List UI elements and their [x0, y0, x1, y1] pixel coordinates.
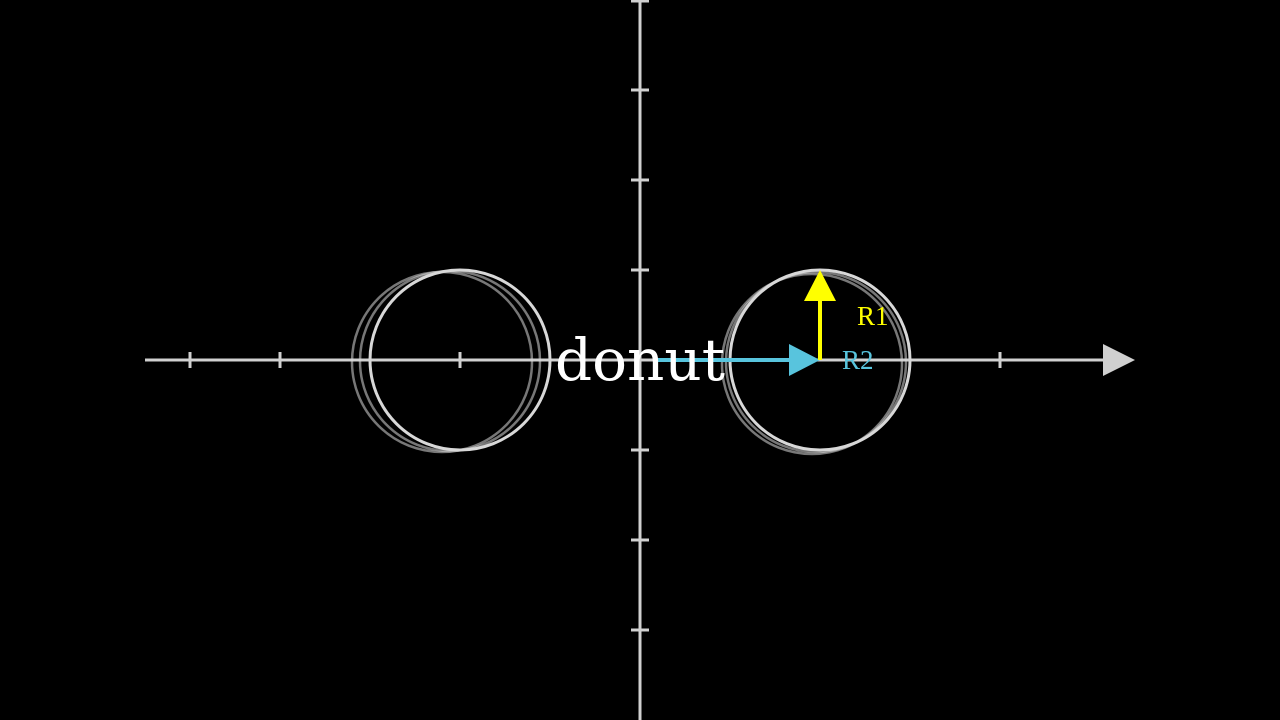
r2-label: R2: [842, 345, 874, 375]
circle-right-trail: [720, 272, 904, 456]
r2-vector: [655, 344, 820, 376]
r1-vector-head: [804, 270, 836, 301]
torus-cross-section: [350, 268, 912, 456]
r2-vector-head: [789, 344, 820, 376]
axis-ticks: [188, 0, 1002, 632]
circle-left: [368, 268, 552, 452]
x-axis-arrow: [1103, 344, 1135, 376]
donut-title: donut: [555, 326, 725, 394]
axes: [145, 0, 1112, 720]
r1-vector: [804, 270, 836, 360]
r1-label: R1: [857, 301, 889, 331]
